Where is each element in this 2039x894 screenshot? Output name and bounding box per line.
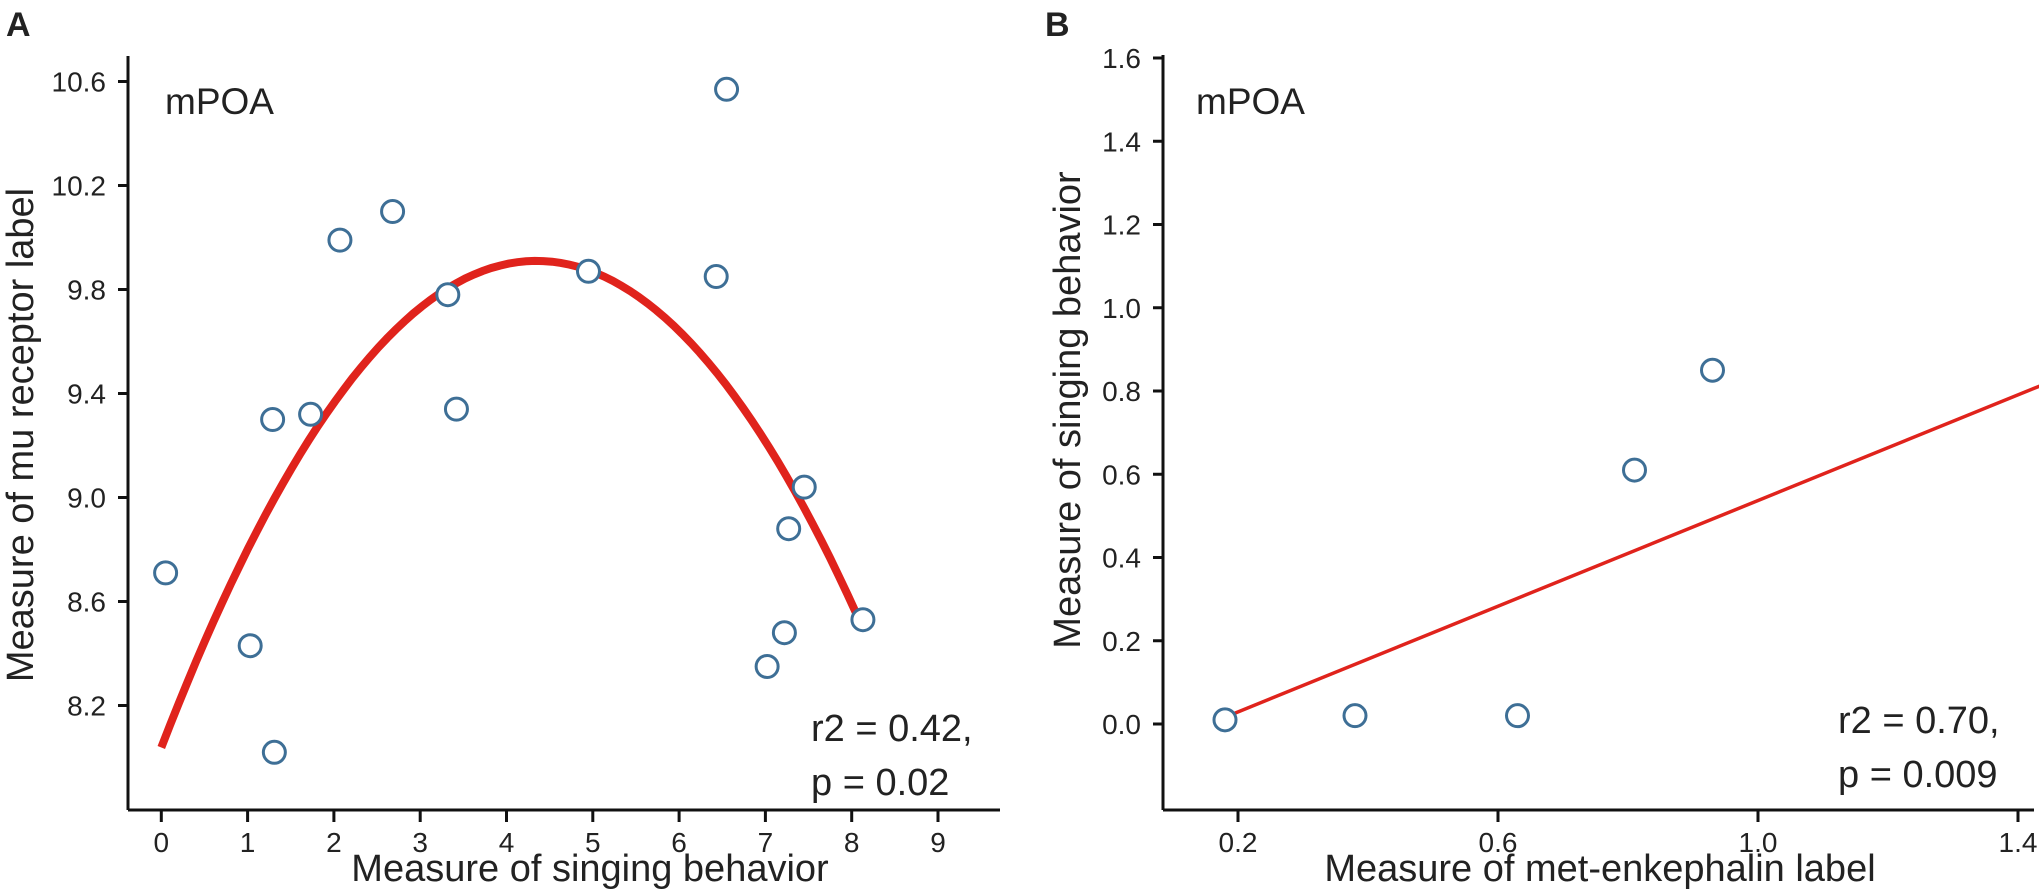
data-point-a: [575, 258, 601, 284]
fit-line-b: [1217, 384, 2039, 722]
x-tick-label-a: 7: [758, 827, 774, 858]
data-point-b: [1622, 457, 1647, 483]
x-tick-label-a: 0: [154, 827, 170, 858]
data-point-a: [714, 76, 740, 102]
data-point-a: [443, 396, 469, 422]
x-ticks-a: 0 1 2 3 4 5 6 7 8 9: [154, 810, 946, 858]
data-point-b: [1342, 703, 1368, 729]
points-a: [153, 76, 876, 765]
stat-p-a: p = 0.02: [811, 762, 949, 804]
y-tick-label-b: 0.2: [1102, 626, 1141, 657]
x-axis-title-b: Measure of met-enkephalin label: [1324, 848, 1875, 890]
y-tick-label-b: 0.0: [1102, 709, 1141, 740]
x-tick-label-a: 8: [844, 827, 860, 858]
y-tick-label-a: 9.8: [67, 275, 106, 306]
data-point-a: [850, 607, 876, 633]
y-tick-label-b: 0.6: [1102, 459, 1141, 490]
y-tick-label-b: 1.0: [1102, 293, 1141, 324]
stat-p-b: p = 0.009: [1838, 754, 1998, 796]
y-ticks-b: 0.0 0.2 0.4 0.6 0.8 1.0 1.2 1.4 1.6: [1102, 43, 1163, 740]
x-tick-label-a: 4: [499, 827, 515, 858]
data-point-a: [380, 199, 406, 224]
y-tick-label-a: 9.4: [67, 379, 106, 410]
y-axis-title-b: Measure of singing behavior: [1047, 171, 1089, 649]
data-point-a: [261, 739, 287, 765]
data-point-a: [776, 516, 802, 542]
data-point-a: [298, 401, 324, 427]
fit-curve-a: [157, 256, 860, 749]
x-ticks-b: 0.20.61.01.41.8: [1219, 810, 2038, 858]
x-tick-label-a: 1: [240, 827, 256, 858]
x-tick-label-a: 9: [930, 827, 946, 858]
stat-r2-a: r2 = 0.42,: [811, 708, 973, 750]
y-tick-label-b: 0.4: [1102, 543, 1141, 574]
data-point-a: [703, 264, 729, 289]
data-point-b: [1700, 357, 1725, 383]
x-tick-label-b: 1.0: [1739, 827, 1778, 858]
data-point-a: [435, 282, 461, 308]
x-tick-label-a: 5: [585, 827, 601, 858]
panel-a: A mPOA 0 1 2 3 4 5 6 7 8 9 8.2 8.6 9.0 9.4 9.8 10.2 10.…: [0, 6, 1000, 890]
stat-r2-b: r2 = 0.70,: [1838, 700, 2000, 742]
data-point-a: [237, 633, 263, 659]
panel-letter-a: A: [6, 6, 31, 44]
data-point-a: [771, 620, 797, 646]
y-tick-label-a: 10.2: [52, 171, 107, 202]
y-tick-label-a: 10.6: [52, 67, 107, 98]
y-tick-label-a: 8.2: [67, 691, 106, 722]
x-axis-title-a: Measure of singing behavior: [351, 848, 829, 890]
x-tick-label-b: 0.6: [1479, 827, 1518, 858]
x-tick-label-b: 0.2: [1219, 827, 1258, 858]
data-point-b: [1505, 703, 1530, 729]
panel-letter-b: B: [1045, 6, 1070, 44]
points-b: [1212, 357, 1725, 733]
y-tick-label-b: 1.6: [1102, 43, 1141, 74]
region-label-b: mPOA: [1196, 81, 1305, 122]
x-tick-label-a: 2: [326, 827, 342, 858]
y-tick-label-a: 9.0: [67, 483, 106, 514]
x-tick-label-a: 3: [412, 827, 428, 858]
x-tick-label-b: 1.4: [1999, 827, 2038, 858]
y-tick-label-b: 1.2: [1102, 210, 1141, 241]
y-ticks-a: 8.2 8.6 9.0 9.4 9.8 10.2 10.6: [52, 67, 128, 722]
panel-b: B mPOA 0.20.61.01.41.8 0.00.20.40.60.81.…: [1045, 6, 2039, 890]
y-tick-label-b: 0.8: [1102, 376, 1141, 407]
data-point-a: [791, 474, 817, 500]
region-label-a: mPOA: [165, 81, 274, 122]
data-point-a: [260, 407, 286, 432]
data-point-a: [153, 560, 179, 586]
y-axis-title-a: Measure of mu receptor label: [0, 188, 42, 682]
x-tick-label-a: 6: [671, 827, 687, 858]
data-point-a: [327, 227, 353, 253]
data-point-a: [754, 654, 780, 679]
y-tick-label-b: 1.4: [1102, 126, 1141, 157]
y-tick-label-a: 8.6: [67, 587, 106, 618]
data-point-b: [1212, 707, 1238, 733]
